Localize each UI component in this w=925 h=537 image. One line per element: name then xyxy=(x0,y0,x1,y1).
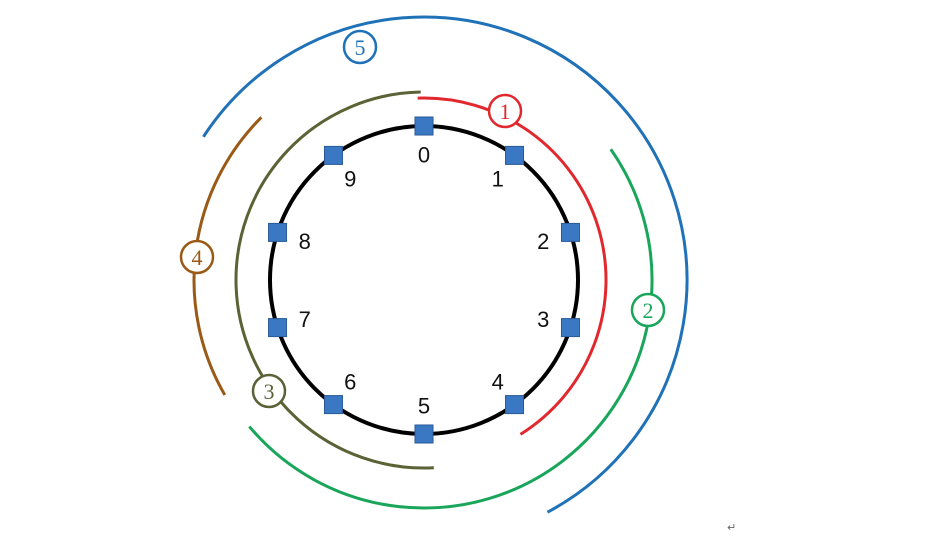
node-label-8: 8 xyxy=(299,229,311,254)
arc-3 xyxy=(234,90,434,470)
arc-5 xyxy=(202,15,689,514)
arc-label-1: 1 xyxy=(500,99,511,124)
node-6 xyxy=(323,395,343,415)
node-5 xyxy=(414,424,434,444)
arc-label-2: 2 xyxy=(643,298,654,323)
arc-label-3: 3 xyxy=(264,379,275,404)
node-label-9: 9 xyxy=(344,167,356,192)
node-3 xyxy=(560,318,580,338)
node-4 xyxy=(505,395,525,415)
node-label-0: 0 xyxy=(418,143,430,168)
node-2 xyxy=(560,222,580,242)
ring-circle xyxy=(268,124,580,436)
node-label-5: 5 xyxy=(418,393,430,418)
node-7 xyxy=(268,318,288,338)
arc-badge-1: 1 xyxy=(487,93,523,129)
node-label-7: 7 xyxy=(299,307,311,332)
node-0 xyxy=(414,116,434,136)
arc-label-4: 4 xyxy=(192,245,203,270)
paragraph-mark: ↵ xyxy=(727,521,736,534)
node-label-3: 3 xyxy=(537,307,549,332)
arc-label-5: 5 xyxy=(355,35,366,60)
node-1 xyxy=(505,145,525,165)
arc-badge-5: 5 xyxy=(342,29,378,65)
node-label-6: 6 xyxy=(344,369,356,394)
arc-badges: 1 2 3 4 5 xyxy=(179,29,666,409)
arc-badge-4: 4 xyxy=(179,239,215,275)
node-label-2: 2 xyxy=(537,229,549,254)
arc-badge-3: 3 xyxy=(251,373,287,409)
node-9 xyxy=(323,145,343,165)
node-label-1: 1 xyxy=(492,167,504,192)
node-labels-group: 0 1 2 3 4 5 6 7 8 9 xyxy=(299,143,550,419)
nodes-group xyxy=(268,116,580,444)
arc-2 xyxy=(248,148,654,510)
arcs-group xyxy=(192,15,689,514)
arc-badge-2: 2 xyxy=(630,292,666,328)
node-8 xyxy=(268,222,288,242)
node-label-4: 4 xyxy=(492,369,504,394)
